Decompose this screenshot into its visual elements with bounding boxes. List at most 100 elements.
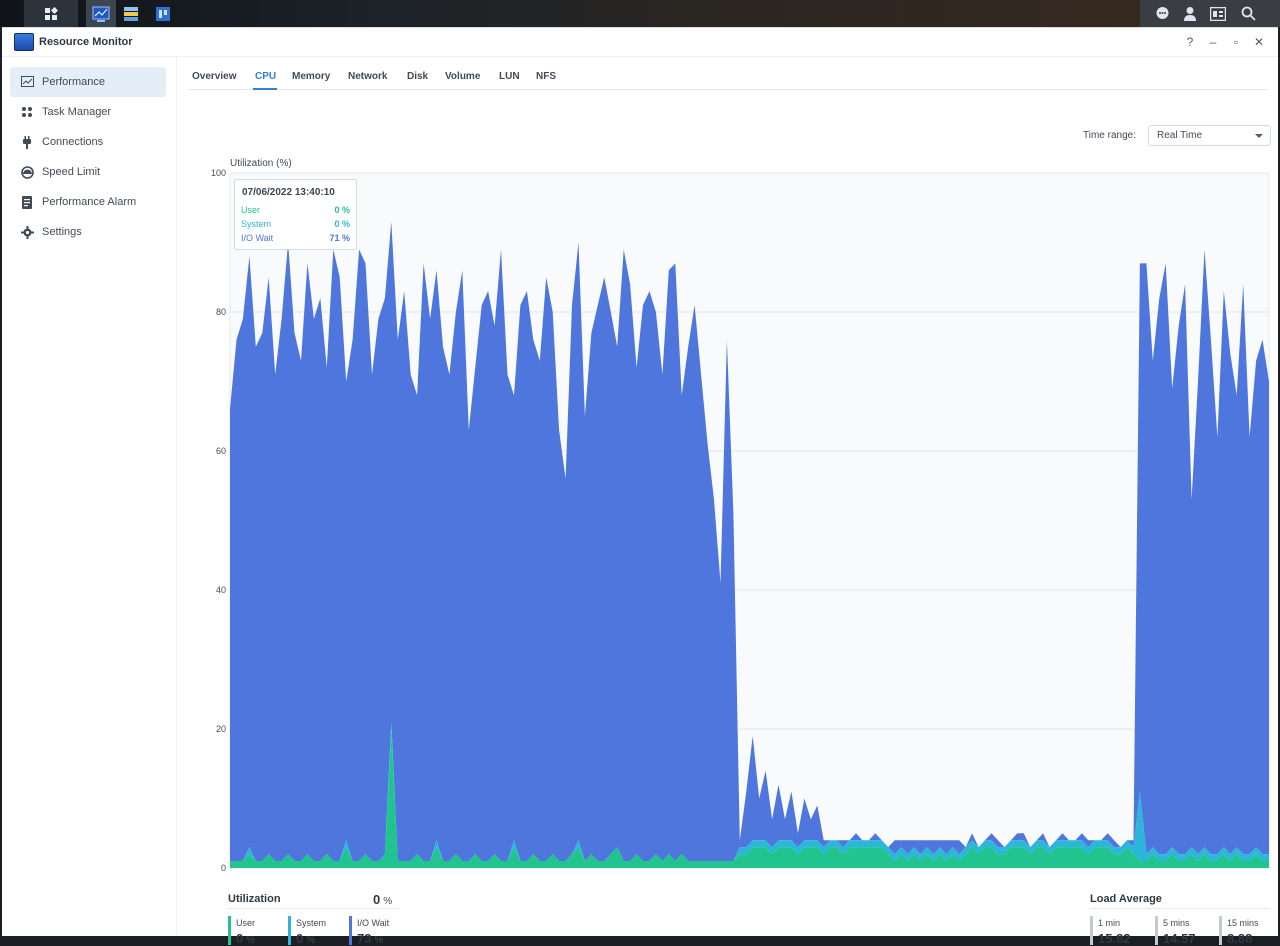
chart-tooltip: 07/06/2022 13:40:10 User 0 % System 0 % … [234,179,357,250]
load-label: 1 min [1098,918,1121,928]
window-title: Resource Monitor [39,36,133,48]
tab-memory[interactable]: Memory [292,71,331,82]
task-manager-icon [20,105,34,119]
resource-monitor-icon [92,6,110,22]
utilization-unit: % [383,896,393,907]
user-button[interactable] [1176,0,1204,27]
stat-value: 0% [296,931,315,946]
stat-value: 0% [236,931,255,946]
search-button[interactable] [1234,0,1262,27]
stat-label: User [236,918,256,928]
stat-number: 0 [296,931,304,946]
sidebar-item-label: Task Manager [42,106,112,118]
taskbar-app-control-panel[interactable] [148,0,178,27]
stat-iowait: I/O Wait 73% [349,916,389,946]
taskbar-tray [1140,0,1280,27]
sidebar-item-task-manager[interactable]: Task Manager [10,97,166,127]
widgets-button[interactable] [1204,0,1232,27]
stat-number: 73 [357,931,372,946]
utilization-divider [228,908,400,909]
sidebar-item-label: Performance [42,76,105,88]
load-value: 8.88 [1227,931,1253,946]
cpu-chart: 0 20 40 60 80 100 [177,157,1278,877]
y-tick-label: 80 [216,307,226,317]
utilization-value: 0% [373,892,392,907]
sidebar-item-label: Speed Limit [42,166,101,178]
utilization-number: 0 [373,892,381,907]
load-15min: 15 mins 8.88 [1219,916,1259,946]
tab-volume[interactable]: Volume [445,71,481,82]
stat-unit: % [306,935,316,946]
connections-icon [20,135,34,149]
taskbar-app-resource-monitor[interactable] [86,0,116,27]
performance-icon [20,75,34,89]
tooltip-label: User [241,205,261,215]
tab-bar: Overview CPU Memory Network Disk Volume … [187,61,1269,90]
tab-network[interactable]: Network [348,71,388,82]
tooltip-value: 0 % [334,205,350,215]
chat-button[interactable] [1148,0,1176,27]
control-panel-icon [156,6,170,21]
sidebar-item-speed-limit[interactable]: Speed Limit [10,157,166,187]
sidebar-item-performance-alarm[interactable]: Performance Alarm [10,187,166,217]
stat-number: 0 [236,931,244,946]
widgets-icon [1210,6,1226,21]
window-titlebar: Resource Monitor ? – ▫ ✕ [2,28,1278,57]
y-tick-label: 60 [216,446,226,456]
search-icon [1241,6,1256,21]
stat-unit: % [374,935,384,946]
time-range-value: Real Time [1157,130,1203,141]
main-panel: Overview CPU Memory Network Disk Volume … [177,57,1278,946]
tab-overview[interactable]: Overview [192,71,237,82]
sidebar-item-performance[interactable]: Performance [10,67,166,97]
y-tick-label: 100 [211,168,226,178]
user-icon [1184,7,1196,21]
sidebar-item-label: Settings [42,226,82,238]
resource-monitor-window: Resource Monitor ? – ▫ ✕ Performance Tas… [2,27,1278,946]
close-button[interactable]: ✕ [1253,35,1265,49]
tab-lun[interactable]: LUN [499,71,520,82]
time-range-select[interactable]: Real Time [1148,125,1271,146]
stat-label: System [296,918,327,928]
active-tab-indicator [253,88,277,90]
minimize-button[interactable]: – [1209,35,1217,49]
cpu-utilization-chart[interactable]: 0 20 40 60 80 100 [177,157,1278,877]
stat-unit: % [246,935,256,946]
desktop-taskbar [0,0,1280,27]
help-button[interactable]: ? [1186,35,1194,49]
tooltip-value: 71 % [329,233,350,243]
load-bar [1090,916,1093,945]
sidebar-item-settings[interactable]: Settings [10,217,166,247]
y-tick-label: 0 [221,863,226,873]
resource-monitor-icon [14,33,34,51]
tab-cpu[interactable]: CPU [255,71,277,82]
tooltip-value: 0 % [334,219,350,229]
main-menu-button[interactable] [24,0,78,27]
utilization-label: Utilization [228,893,281,905]
taskbar-app-storage-manager[interactable] [116,0,146,27]
sidebar-item-connections[interactable]: Connections [10,127,166,157]
load-bar [1219,916,1222,945]
gear-icon [20,225,34,239]
load-average-divider [1090,908,1270,909]
iowait-color-bar [349,916,352,945]
grid-menu-icon [45,6,58,20]
load-bar [1155,916,1158,945]
chevron-down-icon [1255,134,1263,138]
load-1min: 1 min 15.82 [1090,916,1131,946]
stat-value: 73% [357,931,383,946]
load-average-label: Load Average [1090,893,1162,905]
tooltip-label: I/O Wait [241,233,274,243]
alarm-icon [20,195,34,209]
tab-disk[interactable]: Disk [407,71,429,82]
stat-user: User 0% [228,916,255,946]
series-area-i-o-wait [230,221,1269,862]
sidebar-item-label: Performance Alarm [42,196,137,208]
tab-nfs[interactable]: NFS [536,71,556,82]
load-5min: 5 mins 14.57 [1155,916,1196,946]
restore-button[interactable]: ▫ [1233,35,1239,49]
speed-limit-icon [20,165,34,179]
y-tick-label: 40 [216,585,226,595]
stat-system: System 0% [288,916,326,946]
load-label: 15 mins [1227,918,1259,928]
